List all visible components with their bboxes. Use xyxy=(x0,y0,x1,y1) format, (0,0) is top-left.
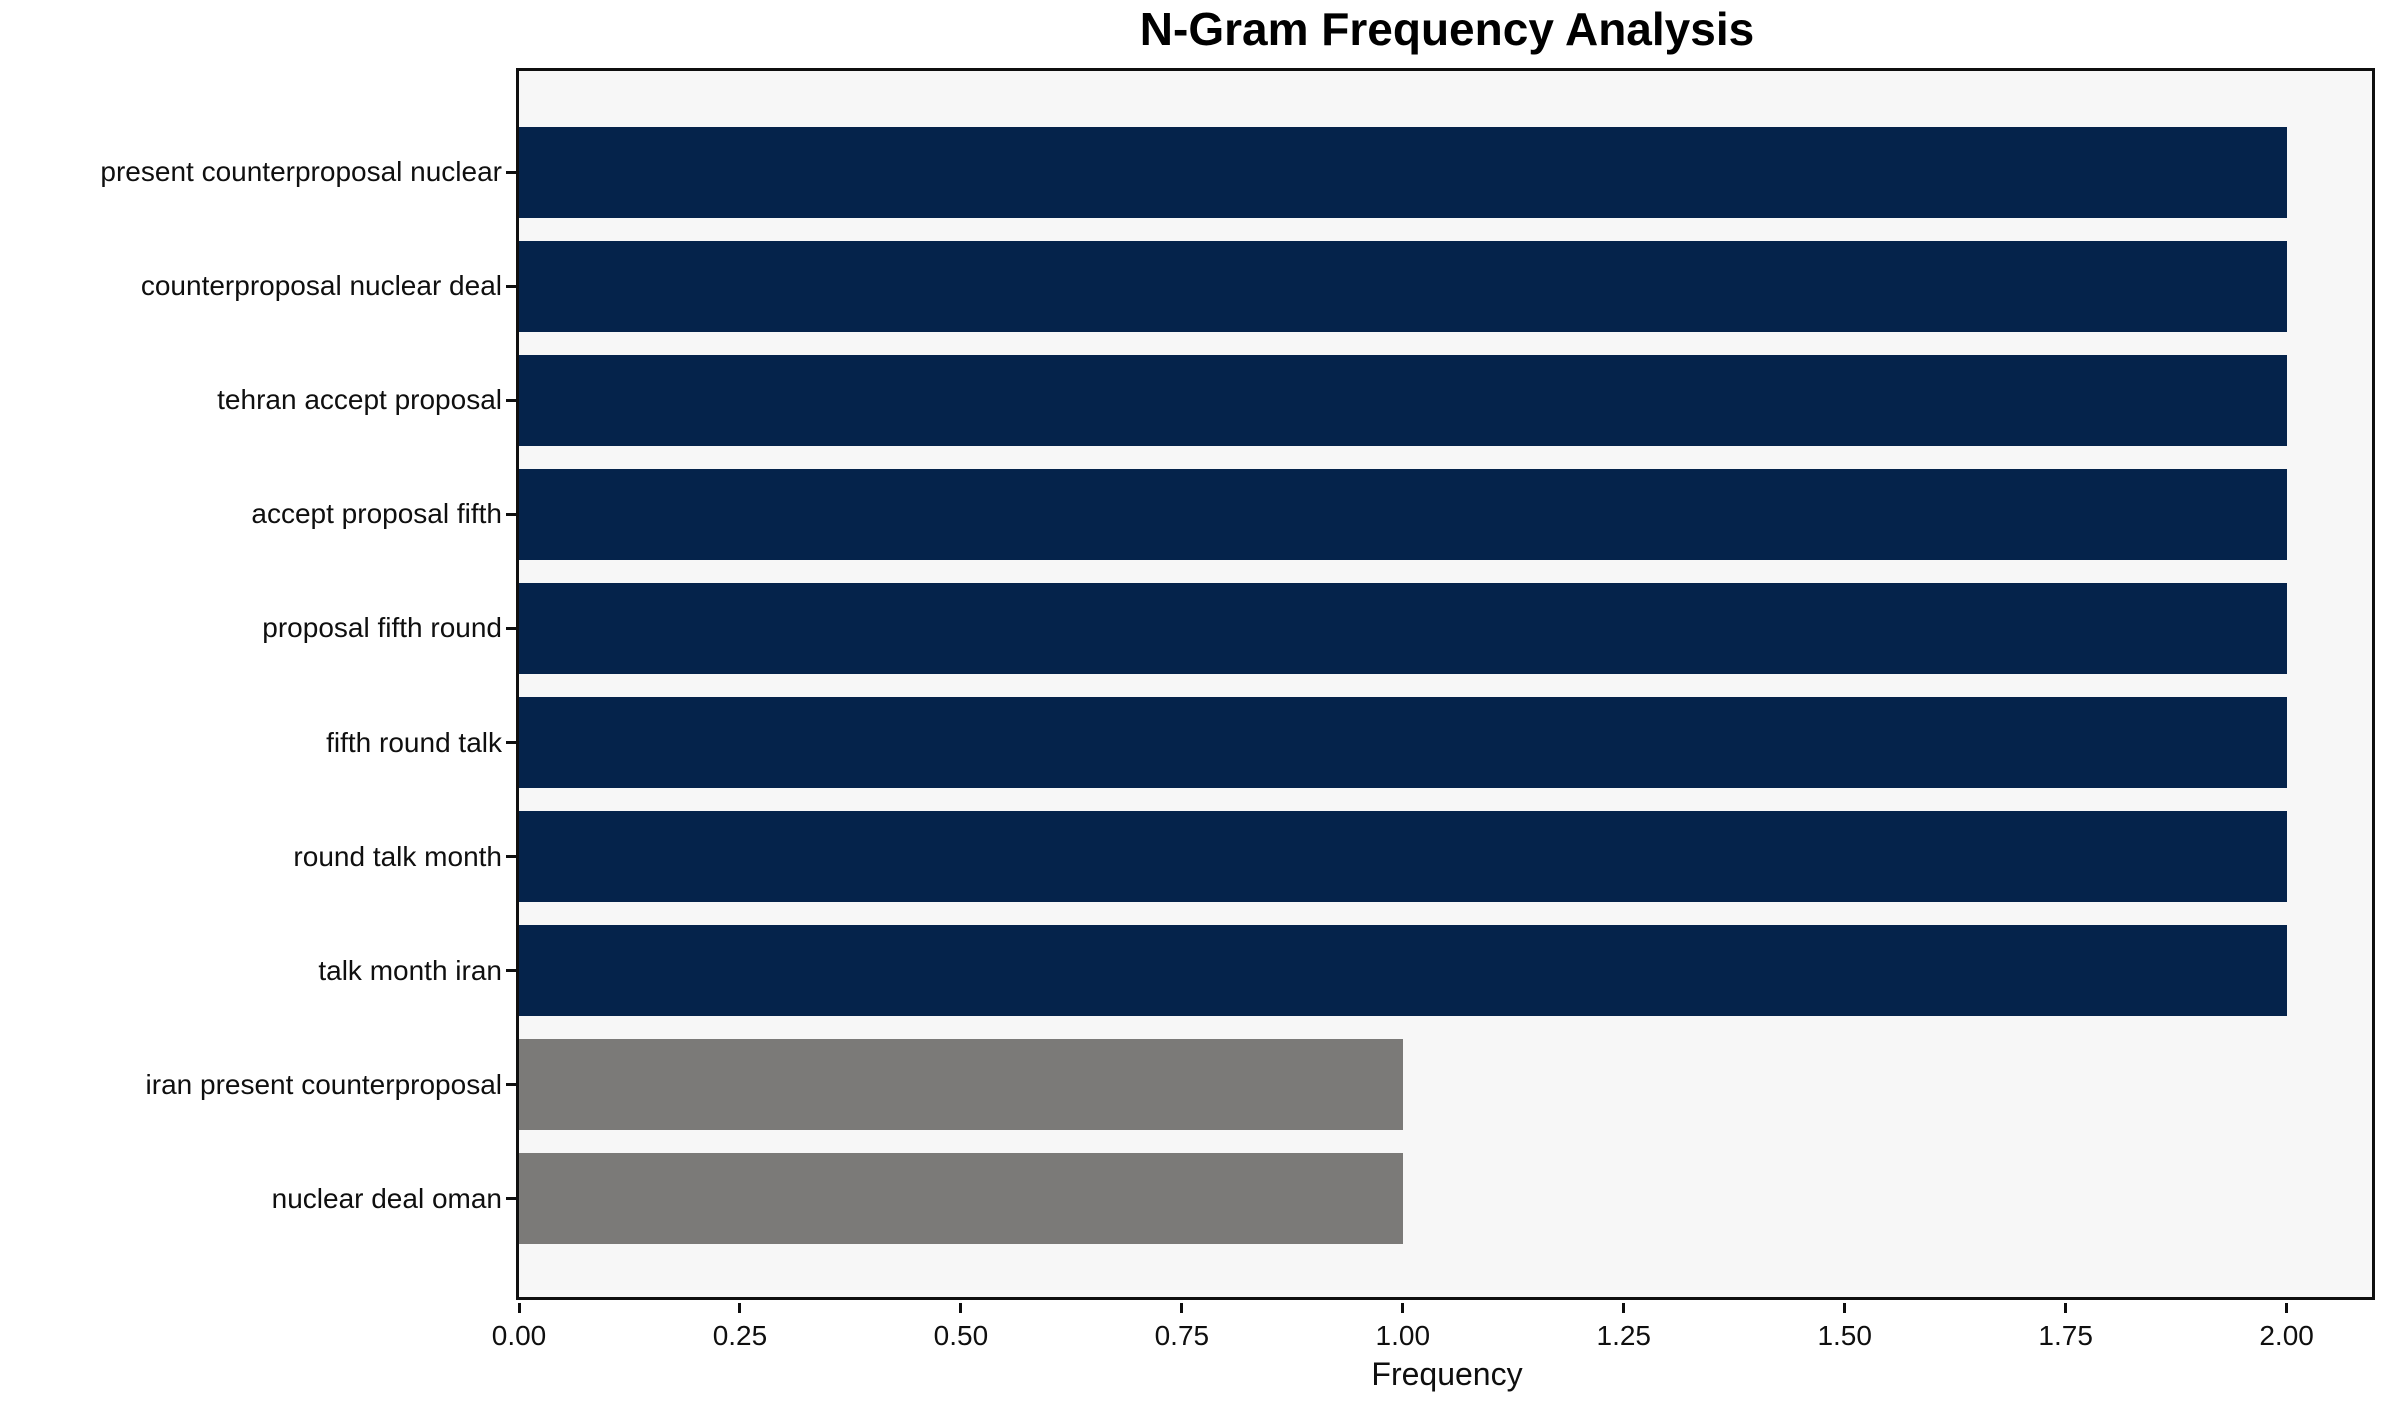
x-axis-label: Frequency xyxy=(1371,1356,1523,1392)
x-tick-mark xyxy=(959,1303,963,1313)
y-tick-mark xyxy=(506,1083,516,1087)
x-tick-mark xyxy=(2285,1303,2289,1313)
y-tick-label: fifth round talk xyxy=(326,726,502,758)
y-tick-mark xyxy=(506,512,516,516)
y-tick-mark xyxy=(506,398,516,402)
x-tick-label: 1.50 xyxy=(1817,1320,1872,1351)
y-tick-label: tehran accept proposal xyxy=(217,384,502,416)
y-tick-mark xyxy=(506,284,516,288)
x-tick-label: 0.00 xyxy=(491,1320,547,1351)
x-tick-mark xyxy=(738,1303,742,1313)
y-tick-mark xyxy=(506,626,516,630)
x-tick-mark xyxy=(1622,1303,1626,1313)
bar-5 xyxy=(519,582,2287,675)
bar-4 xyxy=(519,468,2287,561)
y-tick-mark xyxy=(506,170,516,174)
chart-title: N-Gram Frequency Analysis xyxy=(1139,3,1755,55)
bar-9 xyxy=(519,1038,1403,1131)
bar-2 xyxy=(519,240,2287,333)
x-tick-mark xyxy=(1843,1303,1847,1313)
bar-3 xyxy=(519,354,2287,447)
bar-7 xyxy=(519,810,2287,903)
y-tick-mark xyxy=(506,969,516,973)
x-tick-label: 0.75 xyxy=(1154,1320,1210,1351)
bar-6 xyxy=(519,696,2287,789)
bar-1 xyxy=(519,126,2287,219)
x-tick-label: 1.25 xyxy=(1596,1320,1652,1351)
x-tick-mark xyxy=(1401,1303,1405,1313)
y-tick-mark xyxy=(506,741,516,744)
y-tick-label: accept proposal fifth xyxy=(251,498,502,530)
y-tick-label: iran present counterproposal xyxy=(145,1068,502,1100)
x-tick-label: 2.00 xyxy=(2259,1320,2314,1351)
y-tick-label: proposal fifth round xyxy=(262,612,502,644)
x-tick-mark xyxy=(517,1303,521,1313)
y-tick-label: counterproposal nuclear deal xyxy=(140,270,502,302)
x-tick-label: 0.50 xyxy=(933,1320,989,1351)
bar-8 xyxy=(519,924,2287,1017)
bar-10 xyxy=(519,1152,1403,1245)
y-tick-label: talk month iran xyxy=(318,954,502,986)
y-tick-label: nuclear deal oman xyxy=(271,1182,502,1214)
x-tick-label: 1.75 xyxy=(2038,1320,2093,1351)
y-tick-label: present counterproposal nuclear xyxy=(100,156,502,188)
x-tick-label: 1.00 xyxy=(1375,1320,1431,1351)
x-tick-mark xyxy=(1180,1303,1184,1313)
x-tick-label: 0.25 xyxy=(712,1320,768,1351)
x-tick-mark xyxy=(2064,1303,2068,1313)
y-tick-label: round talk month xyxy=(293,840,502,872)
y-tick-mark xyxy=(506,855,516,858)
y-tick-mark xyxy=(506,1197,516,1201)
